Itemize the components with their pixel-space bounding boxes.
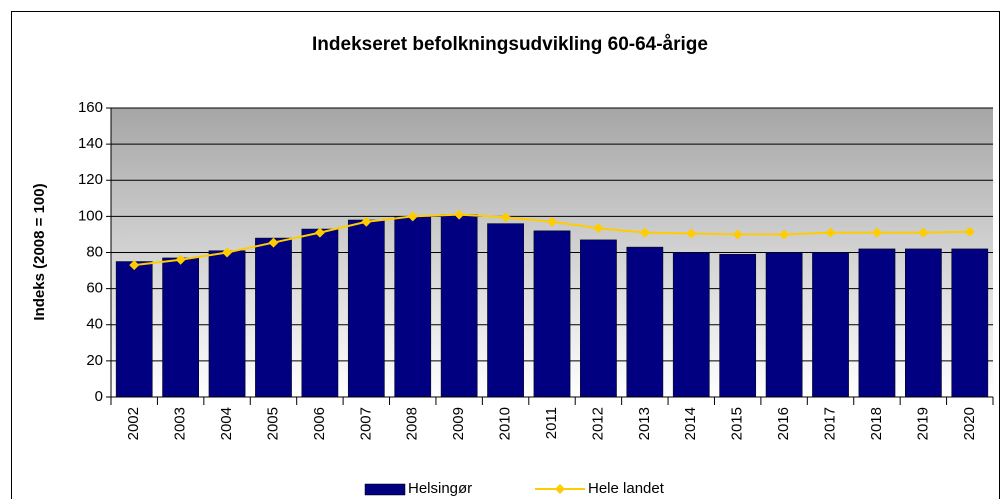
line-marker — [407, 211, 418, 222]
bar — [301, 228, 339, 398]
x-tick-label: 2016 — [775, 407, 792, 440]
y-tick-label: 140 — [78, 135, 103, 152]
line-marker — [222, 247, 233, 258]
bar — [487, 223, 524, 398]
bar — [858, 248, 896, 398]
line-marker — [547, 216, 557, 227]
bar — [533, 230, 571, 398]
x-tick-label: 2004 — [218, 407, 235, 440]
x-tick-label: 2017 — [821, 407, 838, 440]
line-marker — [918, 227, 929, 238]
y-tick-label: 100 — [78, 207, 103, 224]
x-tick-label: 2009 — [450, 407, 467, 440]
line-marker — [686, 228, 697, 239]
line-marker — [175, 254, 186, 265]
x-tick-label: 2019 — [914, 407, 931, 440]
line-marker — [361, 216, 372, 227]
line-marker — [454, 209, 465, 220]
x-tick-label: 2013 — [636, 407, 653, 440]
legend-label: Hele landet — [588, 480, 665, 497]
x-tick-label: 2018 — [868, 407, 885, 440]
line-marker — [779, 229, 790, 240]
bar — [255, 237, 292, 398]
legend-marker — [555, 484, 565, 494]
bar — [208, 250, 246, 398]
line-marker — [732, 229, 743, 240]
x-tick-label: 2012 — [589, 407, 606, 440]
y-tick-label: 160 — [78, 99, 103, 116]
legend-swatch — [364, 483, 406, 496]
bar — [626, 246, 664, 398]
x-tick-label: 2014 — [682, 407, 699, 440]
bar — [162, 257, 199, 398]
y-tick-label: 120 — [78, 171, 103, 188]
x-tick-label: 2003 — [172, 407, 189, 440]
y-axis-title: Indeks (2008 = 100) — [31, 183, 48, 320]
bar — [719, 254, 757, 398]
line-marker — [825, 227, 836, 238]
legend-label: Helsingør — [408, 480, 472, 497]
line-marker — [639, 227, 650, 238]
y-tick-label: 20 — [86, 352, 103, 369]
y-tick-label: 0 — [95, 388, 103, 405]
bar — [394, 216, 432, 398]
bar — [347, 219, 385, 398]
bar — [905, 248, 942, 398]
x-tick-label: 2020 — [961, 407, 978, 440]
line-marker — [129, 260, 140, 271]
x-tick-label: 2005 — [264, 407, 281, 440]
bar — [765, 252, 803, 398]
bar — [440, 214, 478, 398]
x-tick-label: 2011 — [543, 407, 560, 439]
chart-title: Indekseret befolkningsudvikling 60-64-år… — [312, 34, 708, 55]
y-tick-label: 60 — [86, 280, 103, 297]
line-marker — [268, 237, 279, 248]
y-tick-label: 40 — [86, 316, 103, 333]
line-marker — [314, 227, 325, 238]
x-tick-label: 2015 — [729, 407, 746, 440]
line-marker — [593, 223, 604, 234]
y-tick-label: 80 — [86, 243, 103, 260]
line-marker — [964, 226, 975, 237]
bar — [672, 252, 710, 398]
line-marker — [871, 227, 882, 238]
bar — [115, 261, 153, 398]
bar — [580, 239, 617, 398]
bar — [951, 248, 989, 398]
x-tick-label: 2010 — [497, 407, 514, 440]
line-marker — [500, 212, 511, 223]
x-tick-label: 2006 — [311, 407, 328, 440]
x-tick-label: 2008 — [404, 407, 421, 440]
x-tick-label: 2007 — [357, 407, 374, 440]
x-tick-label: 2002 — [125, 407, 142, 440]
bar — [812, 252, 849, 398]
